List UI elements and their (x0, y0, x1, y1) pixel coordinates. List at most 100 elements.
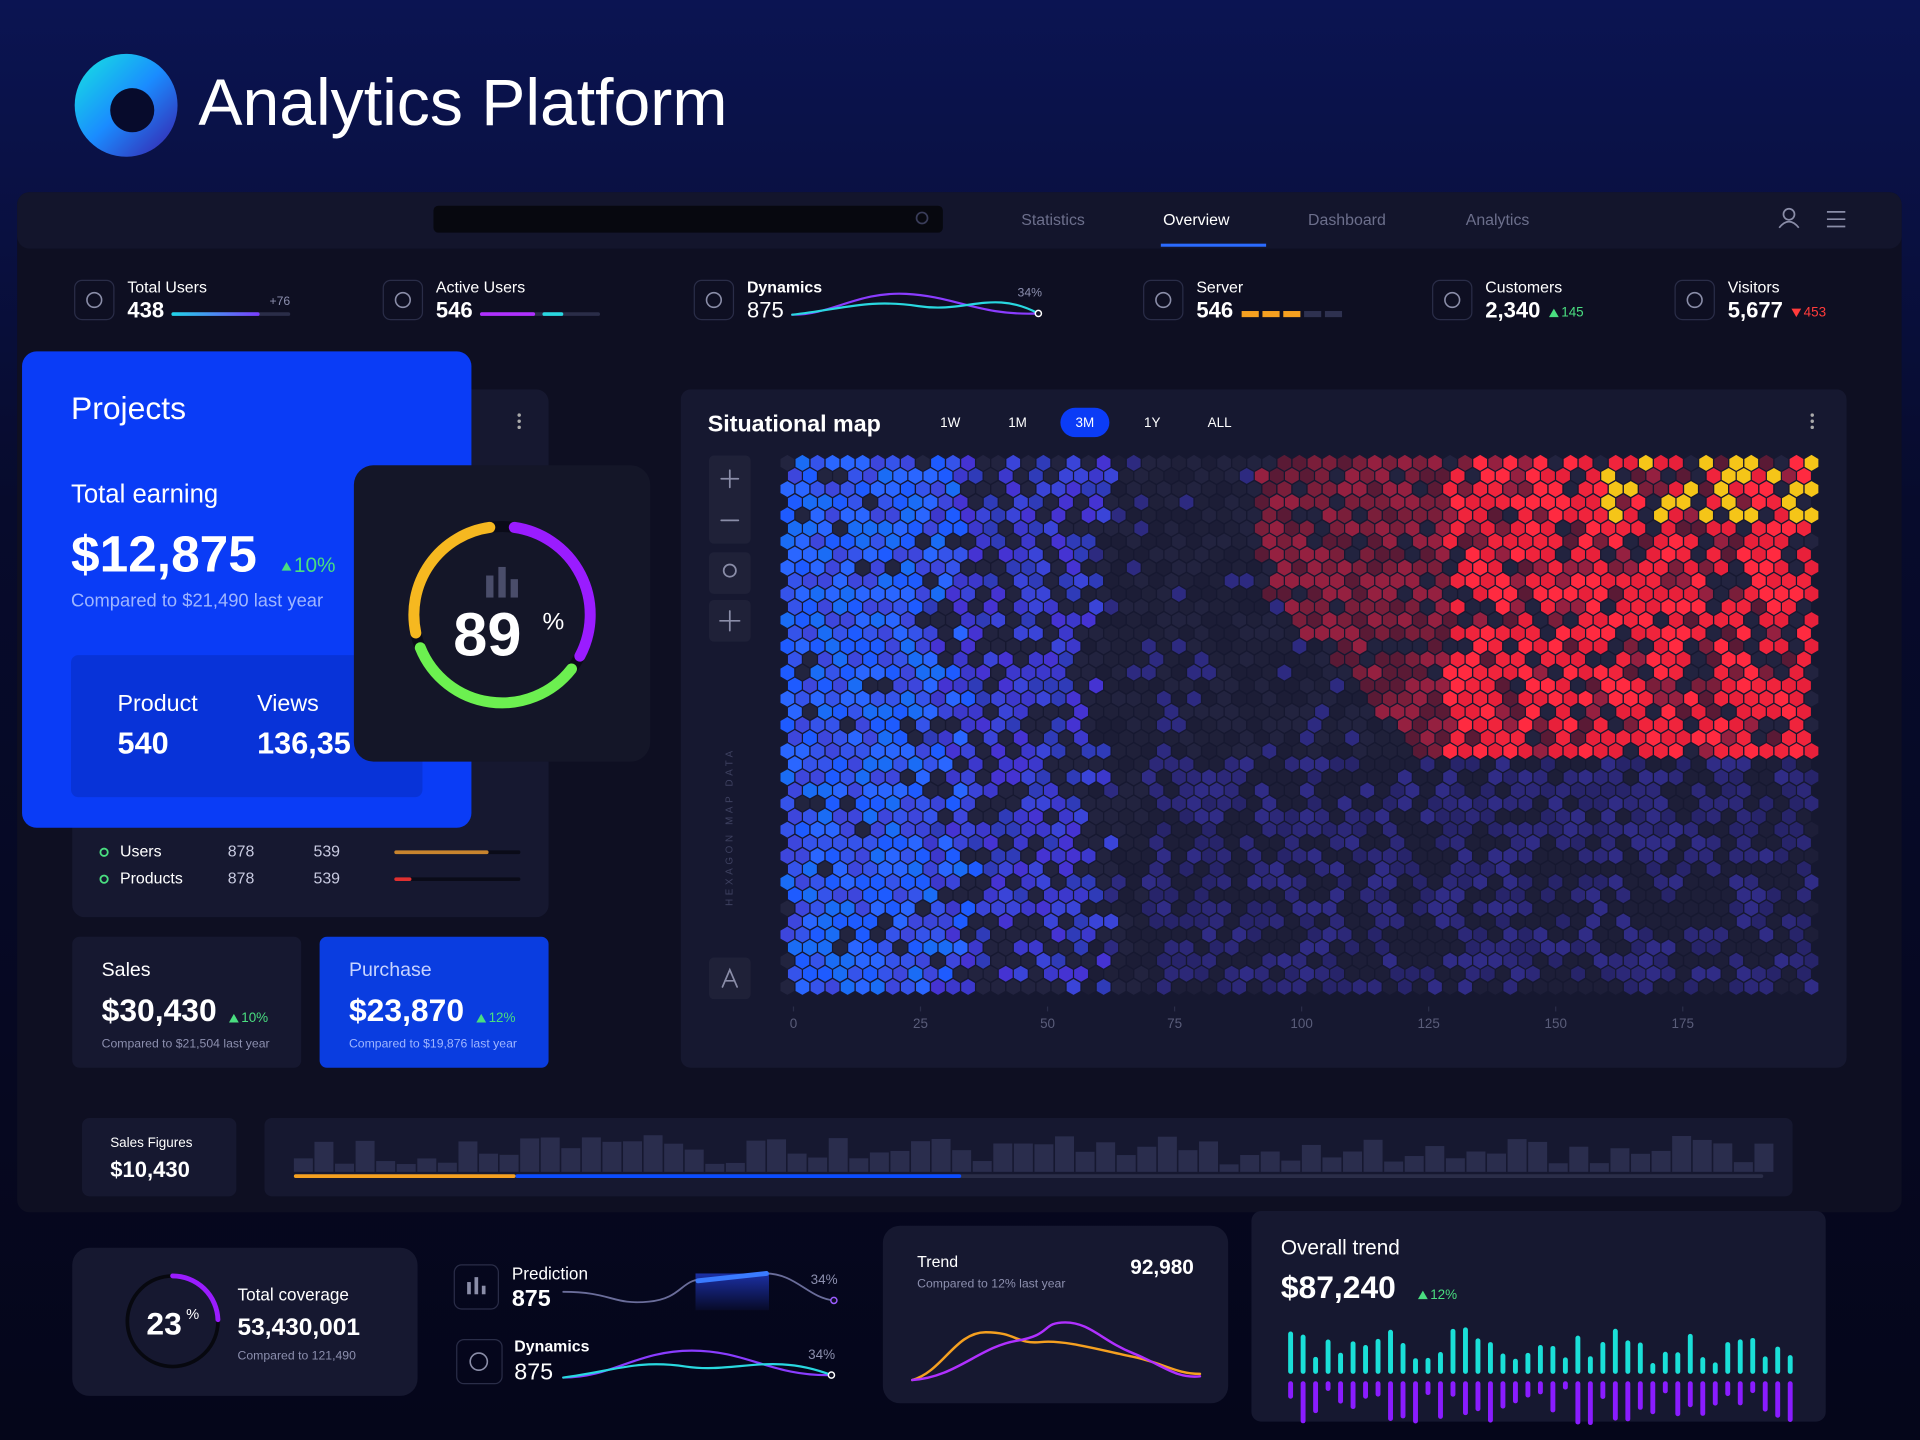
hex-cell (1782, 939, 1796, 956)
hex-cell (1126, 690, 1141, 707)
nav-tab[interactable]: Dashboard (1308, 212, 1386, 229)
hex-cell (1360, 494, 1375, 511)
hex-cell (787, 625, 802, 642)
hex-cell (1262, 559, 1277, 576)
hex-cell (1623, 664, 1638, 681)
hex-cell (1262, 481, 1277, 498)
hex-cell (1028, 730, 1043, 746)
hex-cell (983, 651, 998, 668)
coverage-value: 23 (146, 1306, 181, 1342)
hex-cell (1714, 481, 1728, 498)
hex-cell (1782, 494, 1796, 511)
hex-cell (1367, 874, 1382, 891)
strip-bar (1034, 1144, 1054, 1172)
hex-cell (1518, 559, 1533, 576)
hex-cell (1292, 769, 1307, 786)
hex-cell (1284, 572, 1299, 589)
user-icon[interactable] (1782, 207, 1796, 221)
hex-cell (803, 782, 817, 799)
card-value: $30,430 (102, 992, 217, 1028)
hex-cell (1789, 533, 1804, 550)
hex-cell (1066, 507, 1081, 524)
hex-cell (1013, 861, 1028, 877)
hex-cell (1217, 952, 1231, 969)
hex-cell (1172, 612, 1186, 629)
hex-cell (1179, 965, 1194, 982)
hex-cell (998, 677, 1013, 694)
menu-dot[interactable] (517, 413, 521, 417)
hex-cell (1209, 520, 1224, 537)
range-pill[interactable]: 3M (1076, 415, 1095, 430)
hex-cell (1714, 769, 1728, 786)
range-pill[interactable]: 1Y (1144, 415, 1160, 430)
hex-cell (1578, 900, 1593, 917)
hex-cell (1563, 978, 1578, 995)
hex-cell (1081, 978, 1096, 995)
hex-cell (1684, 900, 1698, 917)
settings-icon[interactable] (1826, 210, 1846, 228)
hex-cell (1367, 454, 1382, 471)
hex-cell (1578, 926, 1593, 943)
hex-cell (1254, 520, 1269, 537)
hex-cell (1036, 507, 1051, 524)
hex-cell (1631, 520, 1646, 537)
hex-cell (1533, 952, 1548, 969)
hex-cell (1194, 703, 1209, 720)
range-pill[interactable]: ALL (1208, 415, 1232, 430)
hex-cell (1277, 926, 1292, 943)
hex-cell (1066, 454, 1081, 471)
hex-cell (1390, 939, 1405, 956)
hex-cell (1074, 939, 1088, 956)
nav-tab[interactable]: Analytics (1466, 212, 1530, 229)
hex-cell (1006, 716, 1021, 733)
hex-cell (1782, 808, 1796, 825)
hex-cell (885, 638, 900, 655)
sales-card (72, 936, 302, 1068)
hex-cell (1164, 677, 1179, 694)
status-dot (99, 874, 109, 884)
search-bar[interactable] (433, 205, 943, 233)
hex-cell (1548, 926, 1563, 943)
hex-cell (1510, 887, 1525, 904)
hex-cell (1405, 572, 1420, 589)
hex-cell (1759, 952, 1774, 969)
range-pill[interactable]: 1M (1008, 415, 1027, 430)
hex-cell (1503, 716, 1518, 733)
zoom-controls[interactable] (708, 455, 751, 544)
hex-cell (1330, 965, 1344, 982)
hex-cell (1315, 494, 1329, 511)
menu-dot[interactable] (1810, 413, 1814, 417)
trend-bar (1288, 1331, 1294, 1374)
nav-tab[interactable]: Overview (1163, 212, 1230, 229)
strip-bar (499, 1154, 519, 1172)
hex-cell (931, 638, 945, 655)
hex-cell (1307, 847, 1322, 864)
hex-cell (885, 690, 900, 707)
pin-button[interactable] (708, 552, 751, 594)
hex-cell (953, 756, 968, 773)
hex-cell (1458, 690, 1472, 707)
nav-tab[interactable]: Statistics (1021, 212, 1085, 229)
hex-cell (1036, 664, 1051, 681)
strip-bar (561, 1148, 581, 1172)
hex-cell (1345, 782, 1360, 799)
draw-button[interactable] (708, 957, 751, 1000)
hex-cell (1209, 939, 1224, 956)
hex-cell (825, 769, 840, 786)
hex-cell (946, 481, 960, 498)
hex-cell (1480, 913, 1495, 930)
range-pill[interactable]: 1W (940, 415, 960, 430)
hex-cell (1375, 756, 1390, 773)
hex-cell (780, 978, 795, 995)
hex-cell (946, 874, 960, 891)
hex-cell (1141, 847, 1156, 864)
hex-cell (946, 795, 960, 812)
hex-cell (1669, 664, 1683, 681)
hex-cell (1721, 599, 1736, 615)
strip-bar (849, 1158, 869, 1172)
hex-cell (1458, 481, 1472, 498)
donut-unit: % (542, 609, 564, 636)
hex-cell (1119, 572, 1134, 589)
hex-cell (787, 887, 802, 904)
hex-cell (946, 559, 960, 576)
